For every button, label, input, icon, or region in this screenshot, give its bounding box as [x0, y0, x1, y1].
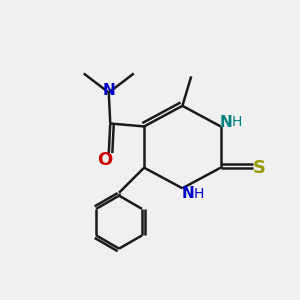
- Text: N: N: [220, 115, 232, 130]
- Text: N: N: [102, 83, 115, 98]
- Text: S: S: [253, 159, 266, 177]
- Text: O: O: [97, 151, 112, 169]
- Text: H: H: [194, 187, 204, 201]
- Text: H: H: [232, 115, 242, 129]
- Text: N: N: [181, 186, 194, 201]
